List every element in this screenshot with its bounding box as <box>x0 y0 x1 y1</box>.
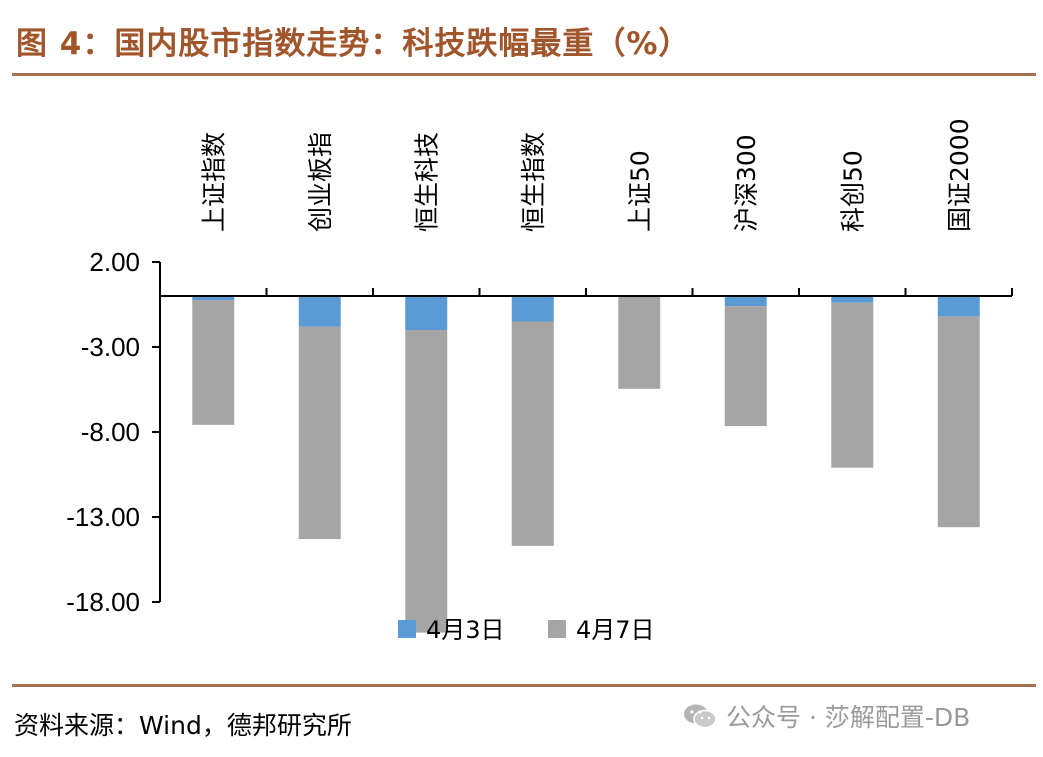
title-divider <box>12 73 1036 76</box>
y-tick-label: -18.00 <box>66 587 140 617</box>
legend-label: 4月7日 <box>576 616 655 644</box>
bar-apr7 <box>511 321 554 546</box>
category-label: 沪深300 <box>732 134 761 232</box>
bar-apr7 <box>405 330 448 633</box>
bar-apr7 <box>831 302 874 468</box>
bar-apr7 <box>298 326 341 540</box>
category-label: 恒生指数 <box>519 132 548 232</box>
bar-chart: 上证指数 创业板指 恒生科技 恒生指数 上证50 沪深300 科创50 国证2000 2.00… <box>66 118 1013 644</box>
y-tick-label: 2.00 <box>89 247 140 277</box>
y-axis: 2.00 -3.00 -8.00 -13.00 -18.00 <box>66 247 161 617</box>
category-label: 创业板指 <box>306 132 335 232</box>
bar-apr7 <box>618 296 661 389</box>
y-tick-label: -8.00 <box>81 417 140 447</box>
source-note: 资料来源：Wind，德邦研究所 <box>14 711 352 740</box>
category-label: 国证2000 <box>945 118 974 232</box>
bar-apr3 <box>724 296 767 307</box>
legend-label: 4月3日 <box>426 616 505 644</box>
bar-apr3 <box>937 296 980 317</box>
watermark-text: 公众号 · 莎解配置-DB <box>726 703 971 732</box>
category-labels: 上证指数 创业板指 恒生科技 恒生指数 上证50 沪深300 科创50 国证2000 <box>199 118 974 232</box>
bar-apr7 <box>937 316 980 528</box>
bar-apr3 <box>405 296 448 330</box>
footer-divider <box>12 684 1036 687</box>
watermark: 公众号 · 莎解配置-DB <box>682 698 970 734</box>
bar-apr3 <box>298 296 341 327</box>
bar-apr3 <box>511 296 554 322</box>
y-tick-label: -13.00 <box>66 502 140 532</box>
chart-title: 图 4：国内股市指数走势：科技跌幅最重（%） <box>16 26 691 62</box>
bar-apr3 <box>192 296 235 301</box>
x-axis <box>159 288 1013 297</box>
y-tick-label: -3.00 <box>81 332 140 362</box>
wechat-icon <box>684 704 717 729</box>
category-label: 恒生科技 <box>412 132 441 232</box>
category-label: 科创50 <box>838 150 867 232</box>
bar-apr3 <box>831 296 874 303</box>
category-label: 上证50 <box>625 150 654 232</box>
bar-apr7 <box>192 300 235 425</box>
legend: 4月3日 4月7日 <box>398 616 655 644</box>
bar-apr7 <box>724 306 767 427</box>
legend-swatch-apr3 <box>398 620 416 638</box>
bars <box>192 296 980 633</box>
category-label: 上证指数 <box>199 132 228 232</box>
legend-swatch-apr7 <box>548 620 566 638</box>
